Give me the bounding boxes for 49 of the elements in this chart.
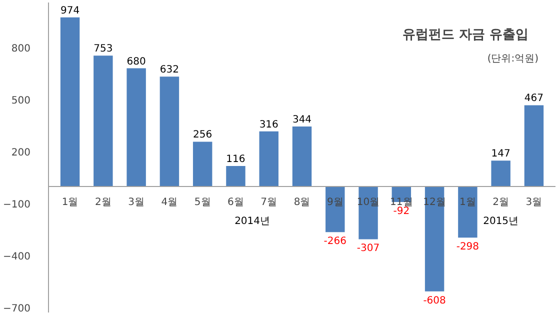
bar — [192, 142, 212, 186]
bar — [94, 56, 113, 186]
data-label: 147 — [491, 148, 510, 160]
bar — [524, 105, 544, 186]
x-tick-label: 6월 — [228, 197, 244, 208]
x-tick-label: 2월 — [94, 197, 112, 208]
data-label: 753 — [94, 44, 113, 55]
bar — [292, 126, 312, 186]
data-label: 467 — [524, 93, 544, 104]
annotation: 2014년 — [234, 216, 270, 228]
x-tick-label: 2월 — [492, 197, 510, 208]
data-label: -307 — [356, 243, 380, 254]
data-label: 316 — [259, 119, 278, 130]
data-label: 344 — [292, 114, 312, 126]
x-tick-label: 1월 — [460, 197, 476, 208]
data-label: 974 — [60, 5, 80, 16]
text: 유럽펀드 자금 유출입 — [402, 28, 529, 42]
x-tick-label: 8월 — [294, 197, 310, 208]
x-tick-label: 9월 — [326, 197, 344, 208]
data-label: 680 — [126, 56, 146, 68]
data-label: 256 — [193, 130, 212, 141]
annotation: 2015년 — [483, 216, 519, 228]
data-label: -266 — [324, 236, 346, 248]
bar — [160, 76, 180, 186]
bar — [458, 186, 478, 238]
bar — [491, 160, 510, 186]
y-tick-label: 500 — [11, 95, 31, 106]
data-label: 632 — [160, 64, 179, 76]
x-tick-label: 1월 — [62, 197, 78, 208]
data-label: -298 — [456, 242, 480, 253]
bar — [226, 166, 246, 186]
bar — [60, 17, 80, 186]
y-tick-label: −100 — [3, 199, 31, 210]
x-tick-label: 3월 — [526, 197, 542, 208]
data-label: -92 — [393, 206, 410, 218]
x-tick-label: 3월 — [128, 197, 145, 208]
text: (단위:억원) — [487, 54, 539, 64]
x-tick-label: 4월 — [161, 197, 178, 208]
bar — [259, 131, 278, 186]
x-tick-label: 7월 — [260, 197, 278, 208]
bar — [424, 186, 444, 292]
y-tick-label: 800 — [11, 44, 31, 55]
y-tick-label: −400 — [3, 251, 31, 262]
data-label: 116 — [226, 154, 246, 165]
data-label: -608 — [423, 295, 446, 306]
y-tick-label: 200 — [11, 147, 31, 158]
bar — [126, 68, 146, 186]
y-tick-label: −700 — [3, 303, 31, 314]
x-tick-label: 5월 — [194, 197, 211, 208]
